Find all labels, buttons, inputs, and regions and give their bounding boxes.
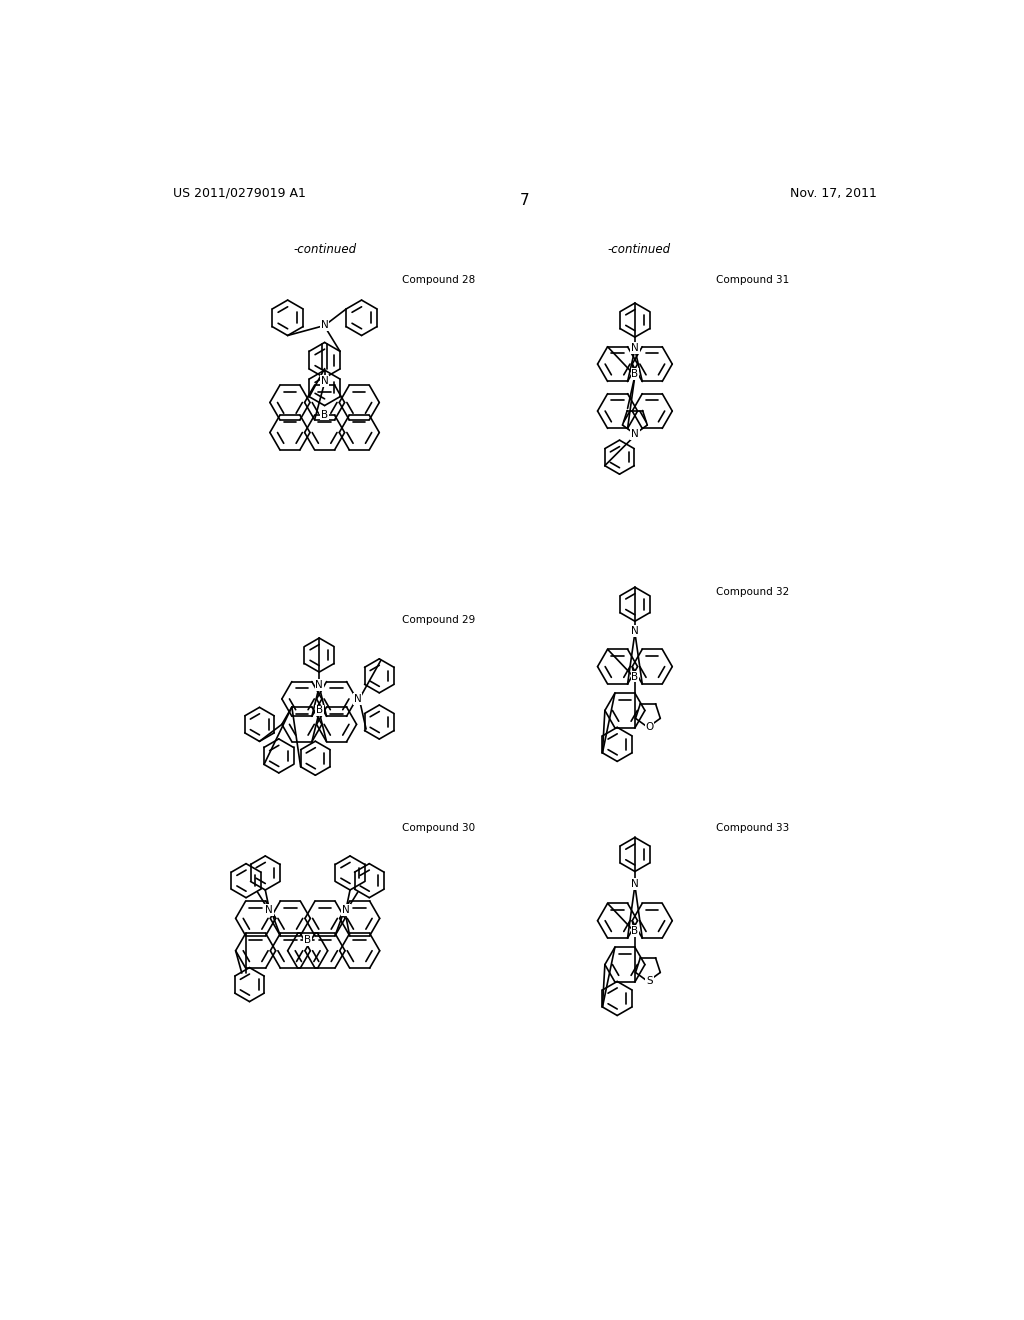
Text: N: N: [342, 906, 350, 915]
Text: N: N: [321, 376, 329, 385]
Text: B: B: [322, 409, 328, 420]
Text: Compound 32: Compound 32: [716, 587, 790, 597]
Text: N: N: [631, 879, 639, 888]
Text: Compound 29: Compound 29: [401, 615, 475, 626]
Text: US 2011/0279019 A1: US 2011/0279019 A1: [173, 186, 306, 199]
Text: Compound 33: Compound 33: [716, 824, 790, 833]
Text: Compound 30: Compound 30: [401, 824, 475, 833]
Text: N: N: [631, 343, 639, 352]
Text: B: B: [315, 705, 323, 715]
Text: N: N: [321, 321, 329, 330]
Text: N: N: [354, 694, 361, 704]
Text: -continued: -continued: [293, 243, 356, 256]
Text: B: B: [632, 925, 639, 936]
Text: Nov. 17, 2011: Nov. 17, 2011: [790, 186, 877, 199]
Text: -continued: -continued: [607, 243, 671, 256]
Text: N: N: [265, 906, 273, 915]
Text: S: S: [646, 977, 652, 986]
Text: B: B: [304, 935, 311, 945]
Text: Compound 28: Compound 28: [401, 275, 475, 285]
Text: N: N: [631, 429, 639, 440]
Text: O: O: [645, 722, 653, 733]
Text: N: N: [631, 626, 639, 636]
Text: N: N: [315, 680, 324, 690]
Text: B: B: [632, 370, 639, 379]
Text: Compound 31: Compound 31: [716, 275, 790, 285]
Text: 7: 7: [520, 193, 529, 209]
Text: B: B: [632, 672, 639, 681]
